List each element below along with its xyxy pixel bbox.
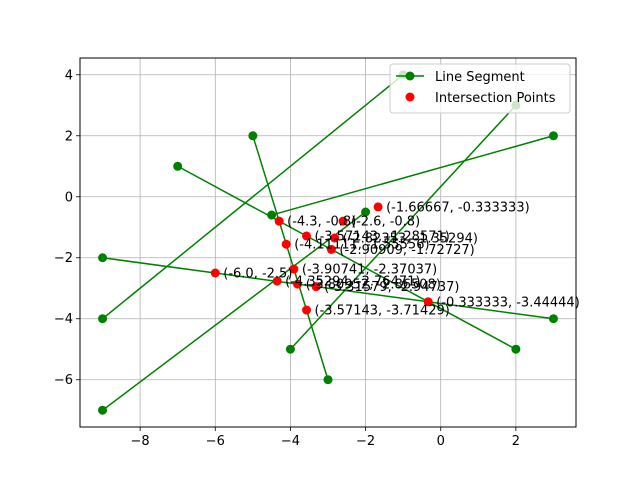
intersection-label: (-4.3, -0.8)	[287, 215, 356, 230]
x-tick-label: −2	[356, 434, 375, 449]
segment-endpoint	[548, 131, 558, 141]
x-tick-label: −6	[206, 434, 225, 449]
intersection-point	[311, 282, 321, 292]
x-tick-label: 0	[437, 434, 445, 449]
line-segment-4	[252, 135, 329, 380]
segment-endpoint	[548, 314, 558, 324]
legend-line-segment-label: Line Segment	[435, 70, 525, 85]
legend: Line Segment Intersection Points	[389, 63, 571, 114]
intersection-point	[210, 268, 220, 278]
intersection-points	[210, 202, 433, 315]
intersection-label: (-6.0, -2.5)	[223, 266, 292, 281]
segment-endpoint	[267, 210, 277, 220]
line-segments	[98, 70, 558, 415]
intersection-label: (-0.333333, -3.44444)	[436, 295, 580, 310]
y-tick-label: −6	[54, 373, 73, 388]
intersection-point	[326, 244, 336, 254]
x-tick-label: 2	[512, 434, 520, 449]
intersection-label: (-1.66667, -0.333333)	[386, 200, 530, 215]
segment-endpoint	[285, 344, 295, 354]
segment-endpoint	[361, 207, 371, 217]
segment-endpoint	[98, 405, 108, 415]
segment-endpoint	[511, 344, 521, 354]
intersection-label: (-2.90909, -1.72727)	[339, 243, 474, 258]
intersection-point	[281, 239, 291, 249]
y-tick-label: 0	[65, 190, 73, 205]
segment-endpoint	[323, 375, 333, 385]
intersection-labels: (-1.66667, -0.333333) (-4.3, -0.8)(-2.6, …	[223, 200, 580, 318]
legend-intersection-label: Intersection Points	[435, 91, 556, 106]
intersection-point	[289, 264, 299, 274]
intersection-label: (-2.82353, -1.35294)	[343, 232, 478, 247]
y-tick-label: −2	[54, 251, 73, 266]
x-tick-label: −4	[281, 434, 300, 449]
line-segment-1	[102, 74, 404, 320]
line-segment-2	[102, 257, 554, 320]
x-tick-label: −8	[131, 434, 150, 449]
intersection-point	[293, 279, 303, 289]
line-segment-5	[289, 104, 517, 350]
intersection-point	[423, 297, 433, 307]
segment-endpoint	[98, 314, 108, 324]
intersection-label: (-4.35294, -2.76471)	[285, 275, 420, 290]
intersection-point	[302, 231, 312, 241]
segment-endpoint	[248, 131, 258, 141]
legend-box	[389, 63, 571, 114]
y-tick-label: 2	[65, 129, 73, 144]
grid-lines	[80, 58, 576, 427]
y-tick-label: −4	[54, 312, 73, 327]
intersection-point	[274, 216, 284, 226]
plot-frame	[79, 57, 577, 428]
segment-endpoint	[173, 161, 183, 171]
intersection-point	[373, 202, 383, 212]
line-segment-6	[271, 135, 554, 216]
intersection-label: (-2.6, -0.8)	[351, 215, 420, 230]
segment-endpoint	[98, 253, 108, 263]
intersection-label: (-4.11111, -1.55556)	[294, 238, 429, 253]
intersection-label: (-3.31579, -2.94737)	[324, 280, 459, 295]
intersection-label: (-3.80952, -2.86508)	[306, 278, 441, 293]
intersection-label: (-3.57143, -1.28571)	[315, 229, 450, 244]
line-segment-3	[177, 165, 517, 350]
legend-line-segment-dot	[405, 71, 415, 81]
y-tick-label: 4	[65, 68, 73, 83]
intersection-point	[272, 276, 282, 286]
intersection-point	[302, 305, 312, 315]
intersection-label: (-3.90741, -2.37037)	[302, 263, 437, 278]
legend-intersection-dot	[405, 92, 415, 102]
intersection-point	[338, 216, 348, 226]
intersection-point	[330, 233, 340, 243]
axis-ticks: −8 −6 −4 −2 0 2 −6 −4 −2 0 2 4	[54, 68, 520, 449]
intersection-label: (-3.57143, -3.71429)	[315, 304, 450, 319]
